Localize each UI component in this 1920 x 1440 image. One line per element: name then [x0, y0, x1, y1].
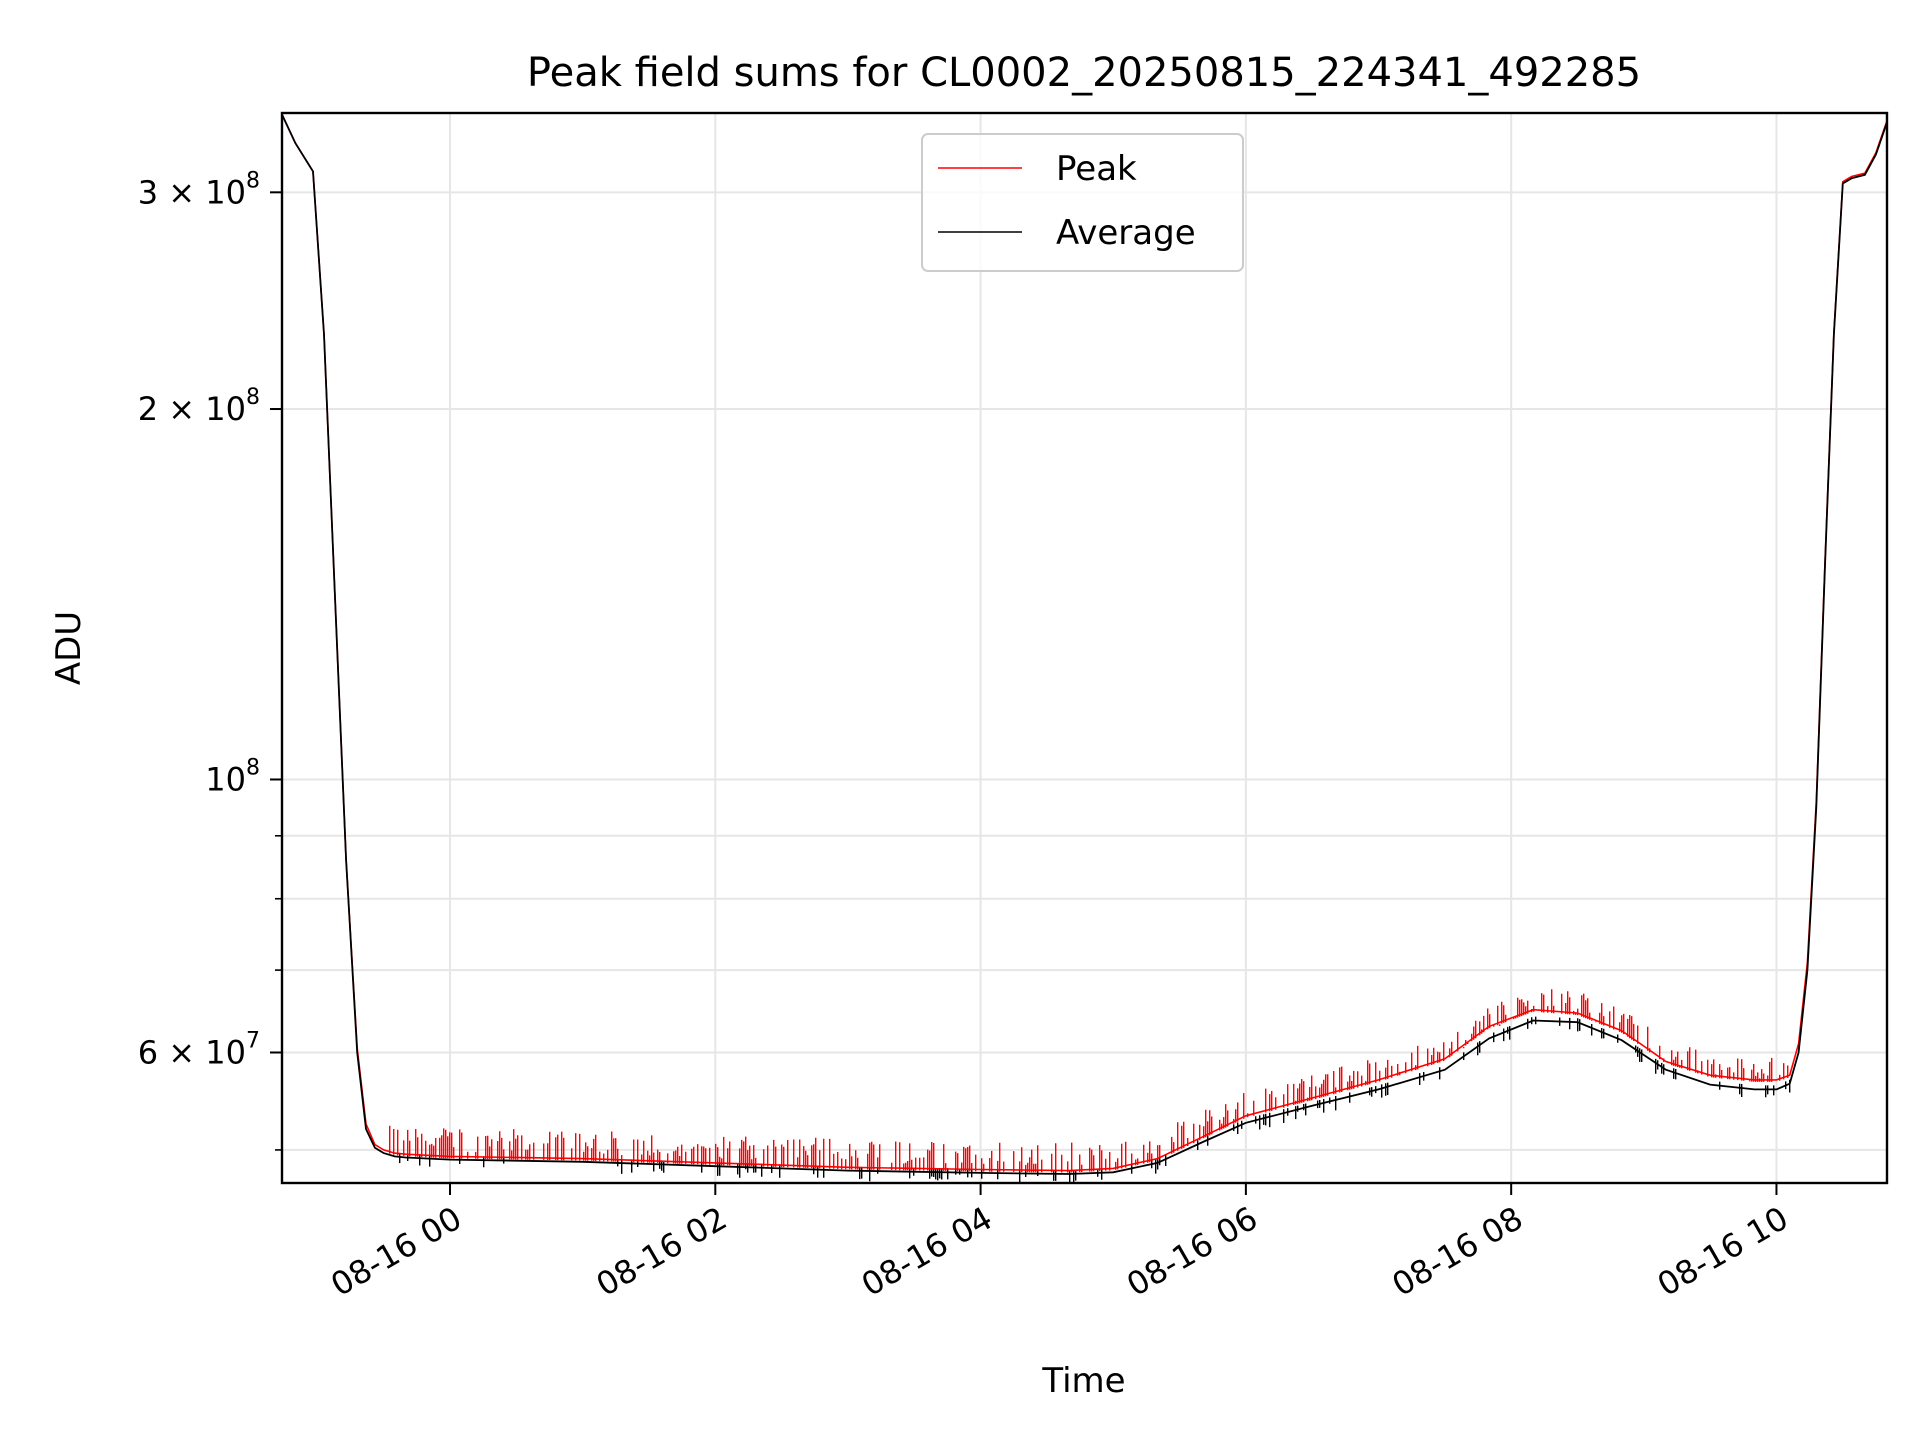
- y-tick-label: 2 × 108: [138, 385, 260, 428]
- y-tick-label: 108: [205, 755, 260, 798]
- legend-average-label: Average: [1056, 213, 1196, 253]
- y-tick-label: 6 × 107: [138, 1028, 260, 1071]
- y-axis-label: ADU: [49, 611, 89, 685]
- x-axis-label: Time: [1041, 1361, 1125, 1401]
- average-series-line: [281, 114, 1888, 1175]
- chart-title: Peak field sums for CL0002_20250815_2243…: [527, 50, 1641, 96]
- legend-peak-label: Peak: [1056, 149, 1137, 189]
- grid-layer: [282, 113, 1887, 1183]
- y-axis-ticks: 108 2 × 108 3 × 108 6 × 107: [138, 168, 282, 1151]
- plot-frame: [280, 111, 1889, 1185]
- series-layer: [281, 114, 1888, 1184]
- y-tick-label: 3 × 108: [138, 168, 260, 211]
- legend: Peak Average: [921, 133, 1244, 272]
- peak-series-noise: [389, 989, 1789, 1173]
